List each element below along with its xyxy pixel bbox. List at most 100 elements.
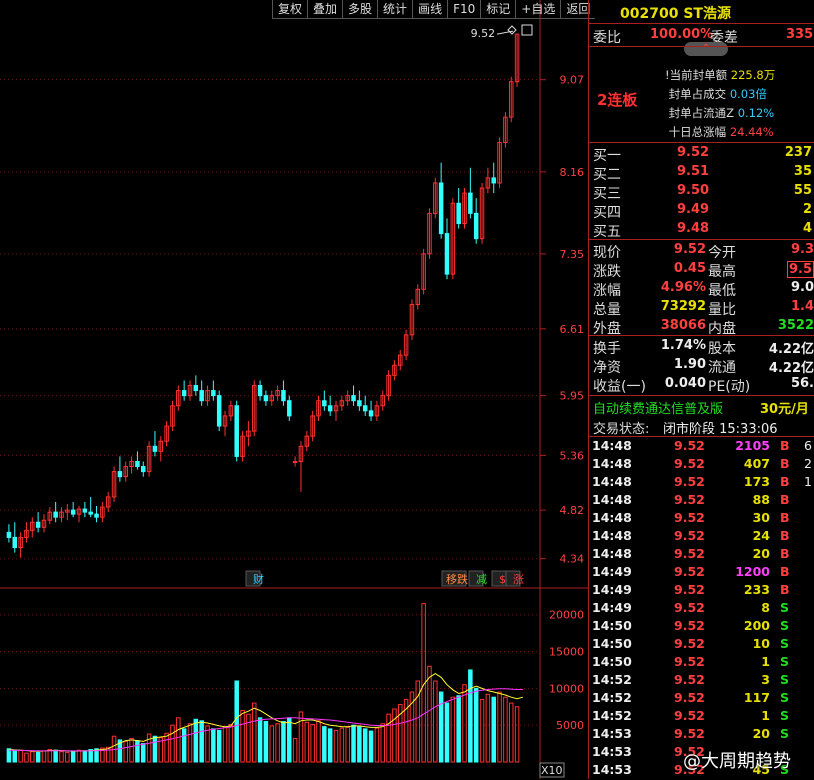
event-marker[interactable]: 移跌 [446, 572, 468, 586]
price-tick-label: 5.95 [560, 390, 585, 403]
bid-price: 9.51 [677, 164, 710, 179]
tick-side: S [780, 600, 790, 615]
tick-price: 9.52 [674, 690, 705, 705]
event-marker[interactable]: 涨 [513, 573, 524, 586]
bid-price: 9.48 [677, 221, 710, 236]
volume-bar [88, 748, 93, 763]
toolbar-btn-2[interactable]: 多股 [342, 0, 378, 19]
toolbar-btn-8[interactable]: 返回 [560, 0, 596, 19]
price-tick-label: 6.61 [560, 323, 585, 336]
tick-time: 14:50 [592, 636, 632, 651]
candle-body [216, 395, 222, 427]
volume-bar [333, 729, 339, 763]
price-tick-label: 9.07 [560, 74, 585, 87]
candle-body [35, 521, 41, 528]
tick-side: S [780, 618, 790, 633]
tick-volume: 20 [752, 726, 770, 741]
volume-bar [433, 680, 438, 763]
candle-body [304, 435, 310, 447]
bid-price: 9.52 [677, 145, 710, 160]
tick-volume: 1 [761, 708, 770, 723]
bid-label: 买五 [593, 224, 621, 240]
volume-bar [357, 726, 362, 763]
quote-row: 外盘 38066 内盘 3522 [590, 317, 814, 337]
tick-price: 9.52 [674, 510, 705, 525]
tick-time: 14:48 [592, 438, 632, 453]
tick-price: 9.52 [674, 564, 705, 579]
volume-bar [135, 740, 140, 763]
tick-price: 9.52 [674, 618, 705, 633]
toolbar-btn-7[interactable]: +自选 [515, 0, 561, 19]
volume-tick-label: 15000 [549, 646, 584, 659]
toolbar-btn-3[interactable]: 统计 [377, 0, 413, 19]
chart-toolbar: 复权 叠加 多股 统计 画线 F10 标记 +自选 返回 [272, 0, 596, 19]
candle-body [193, 385, 199, 392]
collapse-toggle-icon[interactable]: ⌃ [684, 42, 728, 56]
toolbar-btn-4[interactable]: 画线 [412, 0, 448, 19]
tick-time: 14:52 [592, 708, 632, 723]
volume-bar [70, 750, 76, 763]
panel-toggle-icon[interactable] [521, 24, 533, 36]
tick-side: B [780, 582, 790, 597]
event-marker[interactable]: 财 [253, 572, 264, 586]
bid-label: 买二 [593, 167, 621, 183]
quote-value: 9.52 [673, 242, 706, 257]
volume-bar [380, 723, 385, 763]
candle-body [292, 460, 298, 463]
toolbar-btn-6[interactable]: 标记 [480, 0, 516, 19]
event-marker-box[interactable] [441, 570, 467, 587]
candle-body [438, 182, 444, 235]
event-marker-box[interactable] [505, 570, 521, 587]
seal-row: 封单占流通Z 0.12% [665, 104, 775, 123]
seal-info: !当前封单额 225.8万 封单占成交 0.03倍 封单占流通Z 0.12% 十… [665, 66, 775, 142]
quote-label: 现价 [593, 245, 621, 261]
quote-label: 最高 [708, 264, 736, 280]
candle-body [508, 81, 514, 118]
fund-label: 收益(一) [593, 379, 646, 395]
event-marker-box[interactable] [468, 570, 484, 587]
tick-price: 9.52 [674, 744, 705, 759]
candle-body [327, 405, 333, 412]
volume-bar [322, 726, 327, 763]
volume-bar [362, 728, 368, 763]
fund-row: 收益(一) 0.040 PE(动) 56. [590, 375, 814, 395]
event-marker[interactable]: $ [499, 573, 506, 586]
toolbar-btn-0[interactable]: 复权 [272, 0, 308, 19]
volume-bar [181, 728, 187, 763]
diamond-icon[interactable] [507, 25, 517, 35]
tick-price: 9.52 [674, 438, 705, 453]
tick-volume: 173 [743, 474, 770, 489]
toolbar-btn-5[interactable]: F10 [447, 0, 481, 19]
candle-body [468, 192, 473, 214]
bid-row: 买五 9.48 4 [590, 220, 814, 240]
candle-body [6, 531, 12, 538]
candle-body [146, 445, 152, 473]
event-marker-box[interactable] [245, 570, 261, 587]
tick-side: B [780, 564, 790, 579]
tick-time: 14:53 [592, 744, 632, 759]
volume-bar [257, 717, 263, 763]
tick-price: 9.52 [674, 726, 705, 741]
volume-ma-slow-line [8, 688, 523, 752]
event-marker[interactable]: 减 [476, 573, 487, 586]
volume-bar [30, 751, 35, 763]
tick-price: 9.52 [674, 528, 705, 543]
volume-bar [240, 709, 245, 763]
candle-body [275, 390, 280, 397]
volume-bar [479, 698, 485, 763]
volume-bar [351, 724, 356, 763]
candle-body [403, 334, 409, 356]
tick-side: B [780, 492, 790, 507]
tick-volume: 30 [752, 510, 770, 525]
promo-row[interactable]: 自动续费通达信普及版 30元/月 [593, 402, 809, 417]
tick-count: 1 [804, 474, 812, 489]
tick-volume: 200 [743, 618, 770, 633]
tick-row: 14:53 9.52 20 S [590, 726, 814, 744]
volume-bar [35, 751, 41, 763]
candle-body [24, 529, 29, 538]
tick-row: 14:48 9.52 88 B [590, 492, 814, 510]
fund-label: 净资 [593, 360, 621, 376]
candle-body [123, 466, 128, 478]
kline-chart[interactable]: 9.07 8.16 7.35 6.61 5.95 5.36 4.82 4.34 20000 150… [0, 0, 588, 779]
toolbar-btn-1[interactable]: 叠加 [307, 0, 343, 19]
